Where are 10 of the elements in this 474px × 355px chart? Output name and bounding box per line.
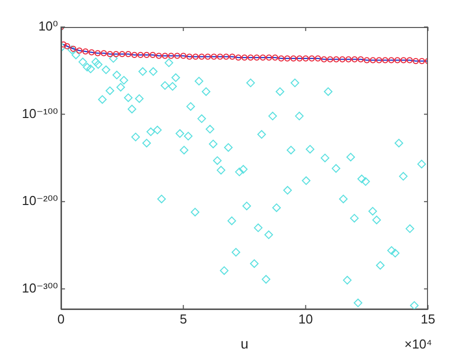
text: ×10⁴ — [404, 336, 432, 352]
x-tick-label: 0 — [57, 311, 65, 326]
y-tick-label: 10⁻²⁰⁰ — [22, 193, 58, 208]
x-tick-label: 5 — [180, 311, 187, 326]
x-axis-title: u — [240, 335, 248, 352]
y-tick-label: 10⁻³⁰⁰ — [22, 280, 58, 296]
x-tick-label: 10 — [298, 311, 313, 326]
y-tick-label: 10⁰ — [38, 18, 58, 34]
x-tick-label: 15 — [420, 311, 436, 326]
y-tick-label: 10⁻¹⁰⁰ — [22, 106, 58, 121]
